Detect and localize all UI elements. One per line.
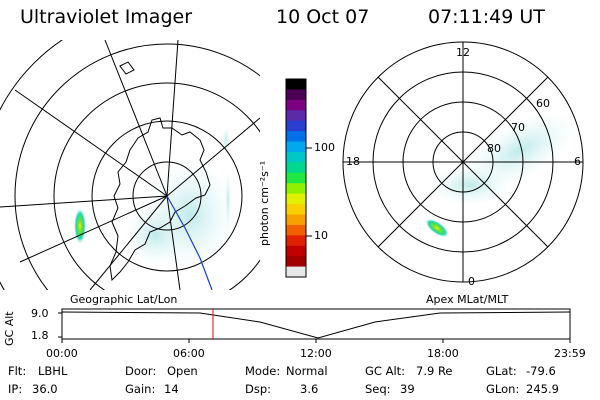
status-glat-value: -79.6	[526, 364, 556, 378]
colorbar-stripe	[286, 89, 306, 101]
timeline-x-tick: 18:00	[427, 347, 459, 360]
timeline-x-tick: 23:59	[554, 347, 586, 360]
geographic-map	[0, 40, 260, 290]
apex-polar-plot	[342, 41, 584, 283]
timeline-y-axis-label: GC Alt	[3, 311, 16, 346]
status-dsp-value: 3.6	[300, 382, 319, 396]
colorbar-stripe	[286, 110, 306, 122]
colorbar-stripe	[286, 224, 306, 236]
timeline-x-tick: 00:00	[46, 347, 78, 360]
status-filter-value: LBHL	[38, 364, 68, 378]
colorbar-stripe	[286, 214, 306, 226]
status-ip-key: IP:	[8, 382, 23, 396]
colorbar-stripe	[286, 172, 306, 184]
status-filter-key: Flt:	[8, 364, 27, 378]
mlat-label-60: 60	[536, 97, 550, 110]
mlat-label-70: 70	[511, 121, 525, 134]
colorbar-stripe	[286, 120, 306, 132]
mlt-diagonal-2	[377, 76, 549, 248]
timeline-x-tick: 06:00	[173, 347, 205, 360]
mlt-label-12: 12	[456, 46, 470, 59]
colorbar-stripe	[286, 266, 306, 278]
status-mode-value: Normal	[286, 364, 328, 378]
colorbar-stripe	[286, 162, 306, 174]
aurora-spot-right	[425, 218, 449, 238]
meridian-line	[166, 195, 213, 290]
timeline-y-tick-top: 9.0	[31, 307, 49, 320]
status-glon-value: 245.9	[526, 382, 559, 396]
status-glon-key: GLon:	[486, 382, 520, 396]
status-gcalt-key: GC Alt:	[365, 364, 406, 378]
status-door-value: Open	[167, 364, 198, 378]
emission-haze-2	[125, 205, 185, 265]
emission-haze-right-2	[430, 165, 510, 205]
mlat-label-80: 80	[487, 142, 501, 155]
colorbar-label-10: 10	[314, 229, 328, 242]
coastline	[109, 117, 211, 282]
mlt-label-6: 6	[574, 155, 581, 168]
status-dsp-key: Dsp:	[245, 382, 272, 396]
orbit-timeline	[58, 308, 571, 343]
colorbar-stripe	[286, 99, 306, 111]
colorbar-label-100: 100	[314, 141, 335, 154]
altitude-curve	[61, 311, 571, 339]
colorbar-stripe	[286, 183, 306, 195]
left-panel-caption: Geographic Lat/Lon	[70, 293, 178, 306]
status-glat-key: GLat:	[486, 364, 517, 378]
longitude-lines	[0, 40, 260, 290]
colorbar-stripe	[286, 245, 306, 257]
right-panel-caption: Apex MLat/MLT	[426, 293, 509, 306]
colorbar-stripe	[286, 193, 306, 205]
lat-circle-4	[14, 43, 260, 290]
status-ip-value: 36.0	[32, 382, 58, 396]
observation-date: 10 Oct 07	[276, 6, 370, 28]
colorbar-stripe	[286, 204, 306, 216]
aurora-spot-left	[74, 208, 86, 244]
status-gain-key: Gain:	[125, 382, 156, 396]
colorbar-stripe	[286, 235, 306, 247]
colorbar-stripe	[286, 151, 306, 163]
emission-edge-2	[225, 170, 231, 230]
lat-circle-3	[53, 82, 260, 290]
mlt-label-0: 0	[468, 275, 475, 288]
timeline-frame	[61, 308, 571, 340]
status-seq-value: 39	[400, 382, 415, 396]
status-door-key: Door:	[125, 364, 157, 378]
colorbar-unit-label: photon cm⁻²s⁻¹	[258, 160, 271, 246]
colorbar-gradient	[286, 79, 306, 278]
status-mode-key: Mode:	[245, 364, 281, 378]
instrument-title: Ultraviolet Imager	[20, 6, 193, 28]
colorbar-stripe	[286, 79, 306, 91]
timeline-x-tick: 12:00	[300, 347, 332, 360]
colorbar-stripe	[286, 141, 306, 153]
lat-circle-2	[91, 120, 243, 272]
mlt-label-18: 18	[346, 155, 360, 168]
status-seq-key: Seq:	[365, 382, 391, 396]
timeline-y-tick-bottom: 1.8	[31, 329, 49, 342]
colorbar	[285, 78, 312, 278]
status-gcalt-value: 7.9 Re	[416, 364, 453, 378]
status-gain-value: 14	[164, 382, 179, 396]
colorbar-stripe	[286, 256, 306, 268]
colorbar-stripe	[286, 131, 306, 143]
coastline-island	[119, 61, 135, 75]
observation-time: 07:11:49 UT	[428, 6, 545, 28]
